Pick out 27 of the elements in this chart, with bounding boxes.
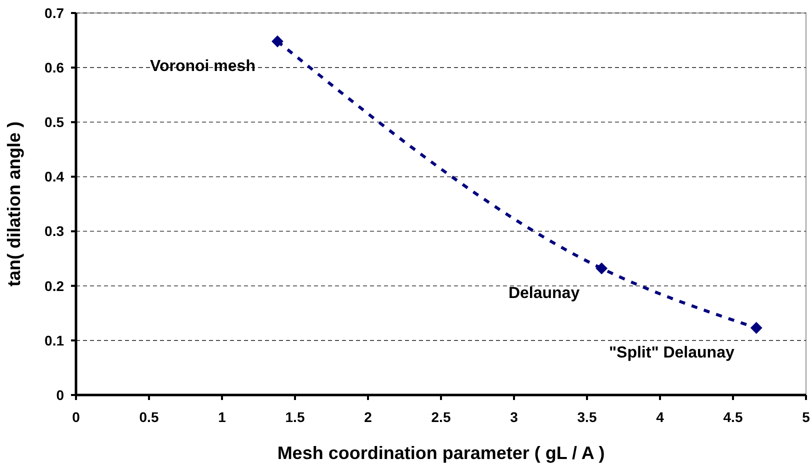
- x-tick-label: 4.5: [723, 409, 743, 425]
- x-tick-label: 1.5: [285, 409, 305, 425]
- x-tick-label: 4: [656, 409, 664, 425]
- y-tick-label: 0.4: [44, 168, 64, 185]
- point: [750, 322, 762, 334]
- y-tick-label: 0: [56, 386, 64, 403]
- x-tick-label: 3: [510, 409, 518, 425]
- point: [272, 35, 284, 48]
- y-tick-label: 0.1: [44, 332, 64, 348]
- x-tick-label: 1: [218, 409, 226, 425]
- y-tick-label: 0.7: [44, 4, 64, 21]
- annotation: Voronoi mesh: [150, 58, 256, 75]
- x-tick-label: 3.5: [577, 409, 597, 425]
- y-tick-label: 0.2: [44, 278, 64, 294]
- y-tick-label: 0.6: [44, 59, 64, 76]
- point: [596, 262, 608, 274]
- y-tick-label: 0.5: [44, 114, 64, 130]
- annotation: "Split" Delaunay: [608, 344, 734, 362]
- annotation: Delaunay: [508, 284, 580, 302]
- x-tick-label: 0.5: [139, 409, 159, 425]
- x-tick-label: 2.5: [431, 409, 451, 425]
- y-axis-title: tan( dilation angle ): [4, 121, 24, 286]
- x-tick-label: 0: [72, 409, 80, 425]
- y-tick-label: 0.3: [44, 223, 64, 240]
- x-axis-title: Mesh coordination parameter ( gL / A ): [277, 443, 605, 463]
- x-tick-label: 5: [802, 409, 810, 425]
- x-tick-label: 2: [364, 409, 372, 425]
